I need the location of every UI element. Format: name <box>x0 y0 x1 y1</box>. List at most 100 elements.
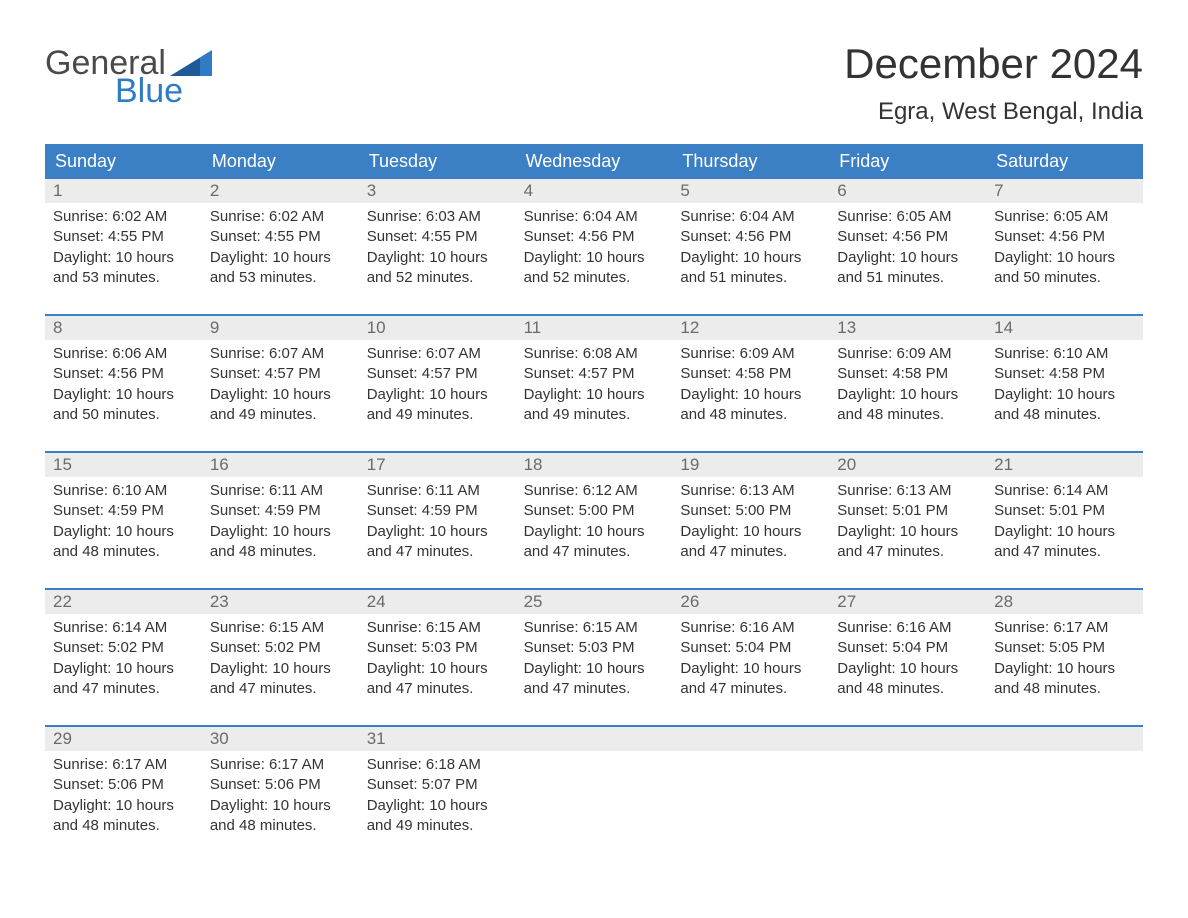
sunrise-line: Sunrise: 6:10 AM <box>53 481 194 501</box>
daylight-line-1: Daylight: 10 hours <box>53 522 194 542</box>
day-cell <box>516 751 673 840</box>
weekday-header: Saturday <box>986 144 1143 179</box>
sunrise-line: Sunrise: 6:15 AM <box>367 618 508 638</box>
day-number: 13 <box>829 316 986 340</box>
sunrise-line: Sunrise: 6:08 AM <box>524 344 665 364</box>
day-number: 16 <box>202 453 359 477</box>
day-cell: Sunrise: 6:06 AMSunset: 4:56 PMDaylight:… <box>45 340 202 429</box>
day-number: 27 <box>829 590 986 614</box>
sunrise-line: Sunrise: 6:06 AM <box>53 344 194 364</box>
day-number: 14 <box>986 316 1143 340</box>
daylight-line-1: Daylight: 10 hours <box>524 522 665 542</box>
day-number: 11 <box>516 316 673 340</box>
brand-logo: General Blue <box>45 46 212 108</box>
day-cell: Sunrise: 6:12 AMSunset: 5:00 PMDaylight:… <box>516 477 673 566</box>
daylight-line-1: Daylight: 10 hours <box>680 522 821 542</box>
day-number: 17 <box>359 453 516 477</box>
day-cell: Sunrise: 6:05 AMSunset: 4:56 PMDaylight:… <box>986 203 1143 292</box>
daylight-line-2: and 52 minutes. <box>367 268 508 288</box>
daylight-line-1: Daylight: 10 hours <box>367 522 508 542</box>
day-number: 8 <box>45 316 202 340</box>
daylight-line-1: Daylight: 10 hours <box>994 248 1135 268</box>
weekday-header: Tuesday <box>359 144 516 179</box>
sunset-line: Sunset: 5:02 PM <box>53 638 194 658</box>
daylight-line-1: Daylight: 10 hours <box>680 248 821 268</box>
daylight-line-2: and 47 minutes. <box>680 542 821 562</box>
sunset-line: Sunset: 5:00 PM <box>524 501 665 521</box>
day-number: 23 <box>202 590 359 614</box>
weekday-header: Wednesday <box>516 144 673 179</box>
sunrise-line: Sunrise: 6:14 AM <box>994 481 1135 501</box>
day-number: 19 <box>672 453 829 477</box>
daylight-line-1: Daylight: 10 hours <box>837 659 978 679</box>
daylight-line-1: Daylight: 10 hours <box>210 385 351 405</box>
day-cell: Sunrise: 6:08 AMSunset: 4:57 PMDaylight:… <box>516 340 673 429</box>
calendar-weeks: 1234567 Sunrise: 6:02 AM Sunset: 4:55 PM Da… <box>45 179 1143 840</box>
day-number: 6 <box>829 179 986 203</box>
day-cell: Sunrise: 6:07 AMSunset: 4:57 PMDaylight:… <box>202 340 359 429</box>
day-cell: Sunrise: 6:11 AMSunset: 4:59 PMDaylight:… <box>202 477 359 566</box>
daylight-line-1: Daylight: 10 hours <box>994 522 1135 542</box>
sunrise-line: Sunrise: 6:12 AM <box>524 481 665 501</box>
daylight-line-2: and 48 minutes. <box>994 679 1135 699</box>
calendar-week: 293031Sunrise: 6:17 AMSunset: 5:06 PMDay… <box>45 725 1143 840</box>
daylight-line-1: Daylight: 10 hours <box>994 385 1135 405</box>
day-cell: Sunrise: 6:14 AMSunset: 5:01 PMDaylight:… <box>986 477 1143 566</box>
day-number: 25 <box>516 590 673 614</box>
day-cell: Sunrise: 6:11 AMSunset: 4:59 PMDaylight:… <box>359 477 516 566</box>
day-number: 18 <box>516 453 673 477</box>
daylight-line-2: and 49 minutes. <box>210 405 351 425</box>
daylight-line-1: Daylight: 10 hours <box>367 385 508 405</box>
daylight-line-1: Daylight: 10 hours <box>680 385 821 405</box>
daylight-line-1: Daylight: 10 hours <box>837 385 978 405</box>
daylight-line-2: and 47 minutes. <box>210 679 351 699</box>
daylight-line-2: and 51 minutes. <box>680 268 821 288</box>
daylight-line-2: and 47 minutes. <box>367 679 508 699</box>
day-number-row: 15161718192021 <box>45 453 1143 477</box>
daylight-line-2: and 47 minutes. <box>524 679 665 699</box>
day-number: 26 <box>672 590 829 614</box>
day-number-row: 1234567 <box>45 179 1143 203</box>
day-cell: Sunrise: 6:16 AMSunset: 5:04 PMDaylight:… <box>829 614 986 703</box>
day-number <box>986 727 1143 751</box>
sunrise-line: Sunrise: 6:11 AM <box>210 481 351 501</box>
daylight-line-2: and 50 minutes. <box>994 268 1135 288</box>
sunset-line: Sunset: 4:58 PM <box>994 364 1135 384</box>
day-number: 2 <box>202 179 359 203</box>
day-cell: Sunrise: 6:09 AMSunset: 4:58 PMDaylight:… <box>672 340 829 429</box>
sunset-line: Sunset: 4:58 PM <box>680 364 821 384</box>
day-number-row: 22232425262728 <box>45 590 1143 614</box>
daylight-line-2: and 48 minutes. <box>837 405 978 425</box>
sunset-line: Sunset: 5:07 PM <box>367 775 508 795</box>
sunrise-line: Sunrise: 6:07 AM <box>367 344 508 364</box>
sunset-line: Sunset: 4:55 PM <box>367 227 508 247</box>
day-cell: Sunrise: 6:03 AMSunset: 4:55 PMDaylight:… <box>359 203 516 292</box>
sunset-line: Sunset: 5:01 PM <box>994 501 1135 521</box>
sunset-line: Sunset: 5:02 PM <box>210 638 351 658</box>
day-number: 29 <box>45 727 202 751</box>
daylight-line-2: and 50 minutes. <box>53 405 194 425</box>
day-cell: Sunrise: 6:17 AMSunset: 5:05 PMDaylight:… <box>986 614 1143 703</box>
day-number: 31 <box>359 727 516 751</box>
daylight-line-1: Daylight: 10 hours <box>53 385 194 405</box>
day-number <box>672 727 829 751</box>
sunset-line: Sunset: 4:56 PM <box>524 227 665 247</box>
calendar-week: 15161718192021Sunrise: 6:10 AMSunset: 4:… <box>45 451 1143 566</box>
sunrise-line: Sunrise: 6:16 AM <box>837 618 978 638</box>
daylight-line-2: and 48 minutes. <box>680 405 821 425</box>
daylight-line-1: Daylight: 10 hours <box>210 248 351 268</box>
sunrise-line: Sunrise: 6:02 AM <box>210 207 351 227</box>
day-cell <box>829 751 986 840</box>
sunrise-line: Sunrise: 6:07 AM <box>210 344 351 364</box>
day-cell: Sunrise: 6:14 AMSunset: 5:02 PMDaylight:… <box>45 614 202 703</box>
day-cell: Sunrise: 6:17 AMSunset: 5:06 PMDaylight:… <box>45 751 202 840</box>
day-number: 12 <box>672 316 829 340</box>
sunset-line: Sunset: 5:04 PM <box>837 638 978 658</box>
daylight-line-1: Daylight: 10 hours <box>367 796 508 816</box>
daylight-line-1: Daylight: 10 hours <box>524 248 665 268</box>
day-cell: Sunrise: 6:04 AMSunset: 4:56 PMDaylight:… <box>672 203 829 292</box>
day-number: 3 <box>359 179 516 203</box>
day-number: 28 <box>986 590 1143 614</box>
day-number: 22 <box>45 590 202 614</box>
daylight-line-1: Daylight: 10 hours <box>367 659 508 679</box>
